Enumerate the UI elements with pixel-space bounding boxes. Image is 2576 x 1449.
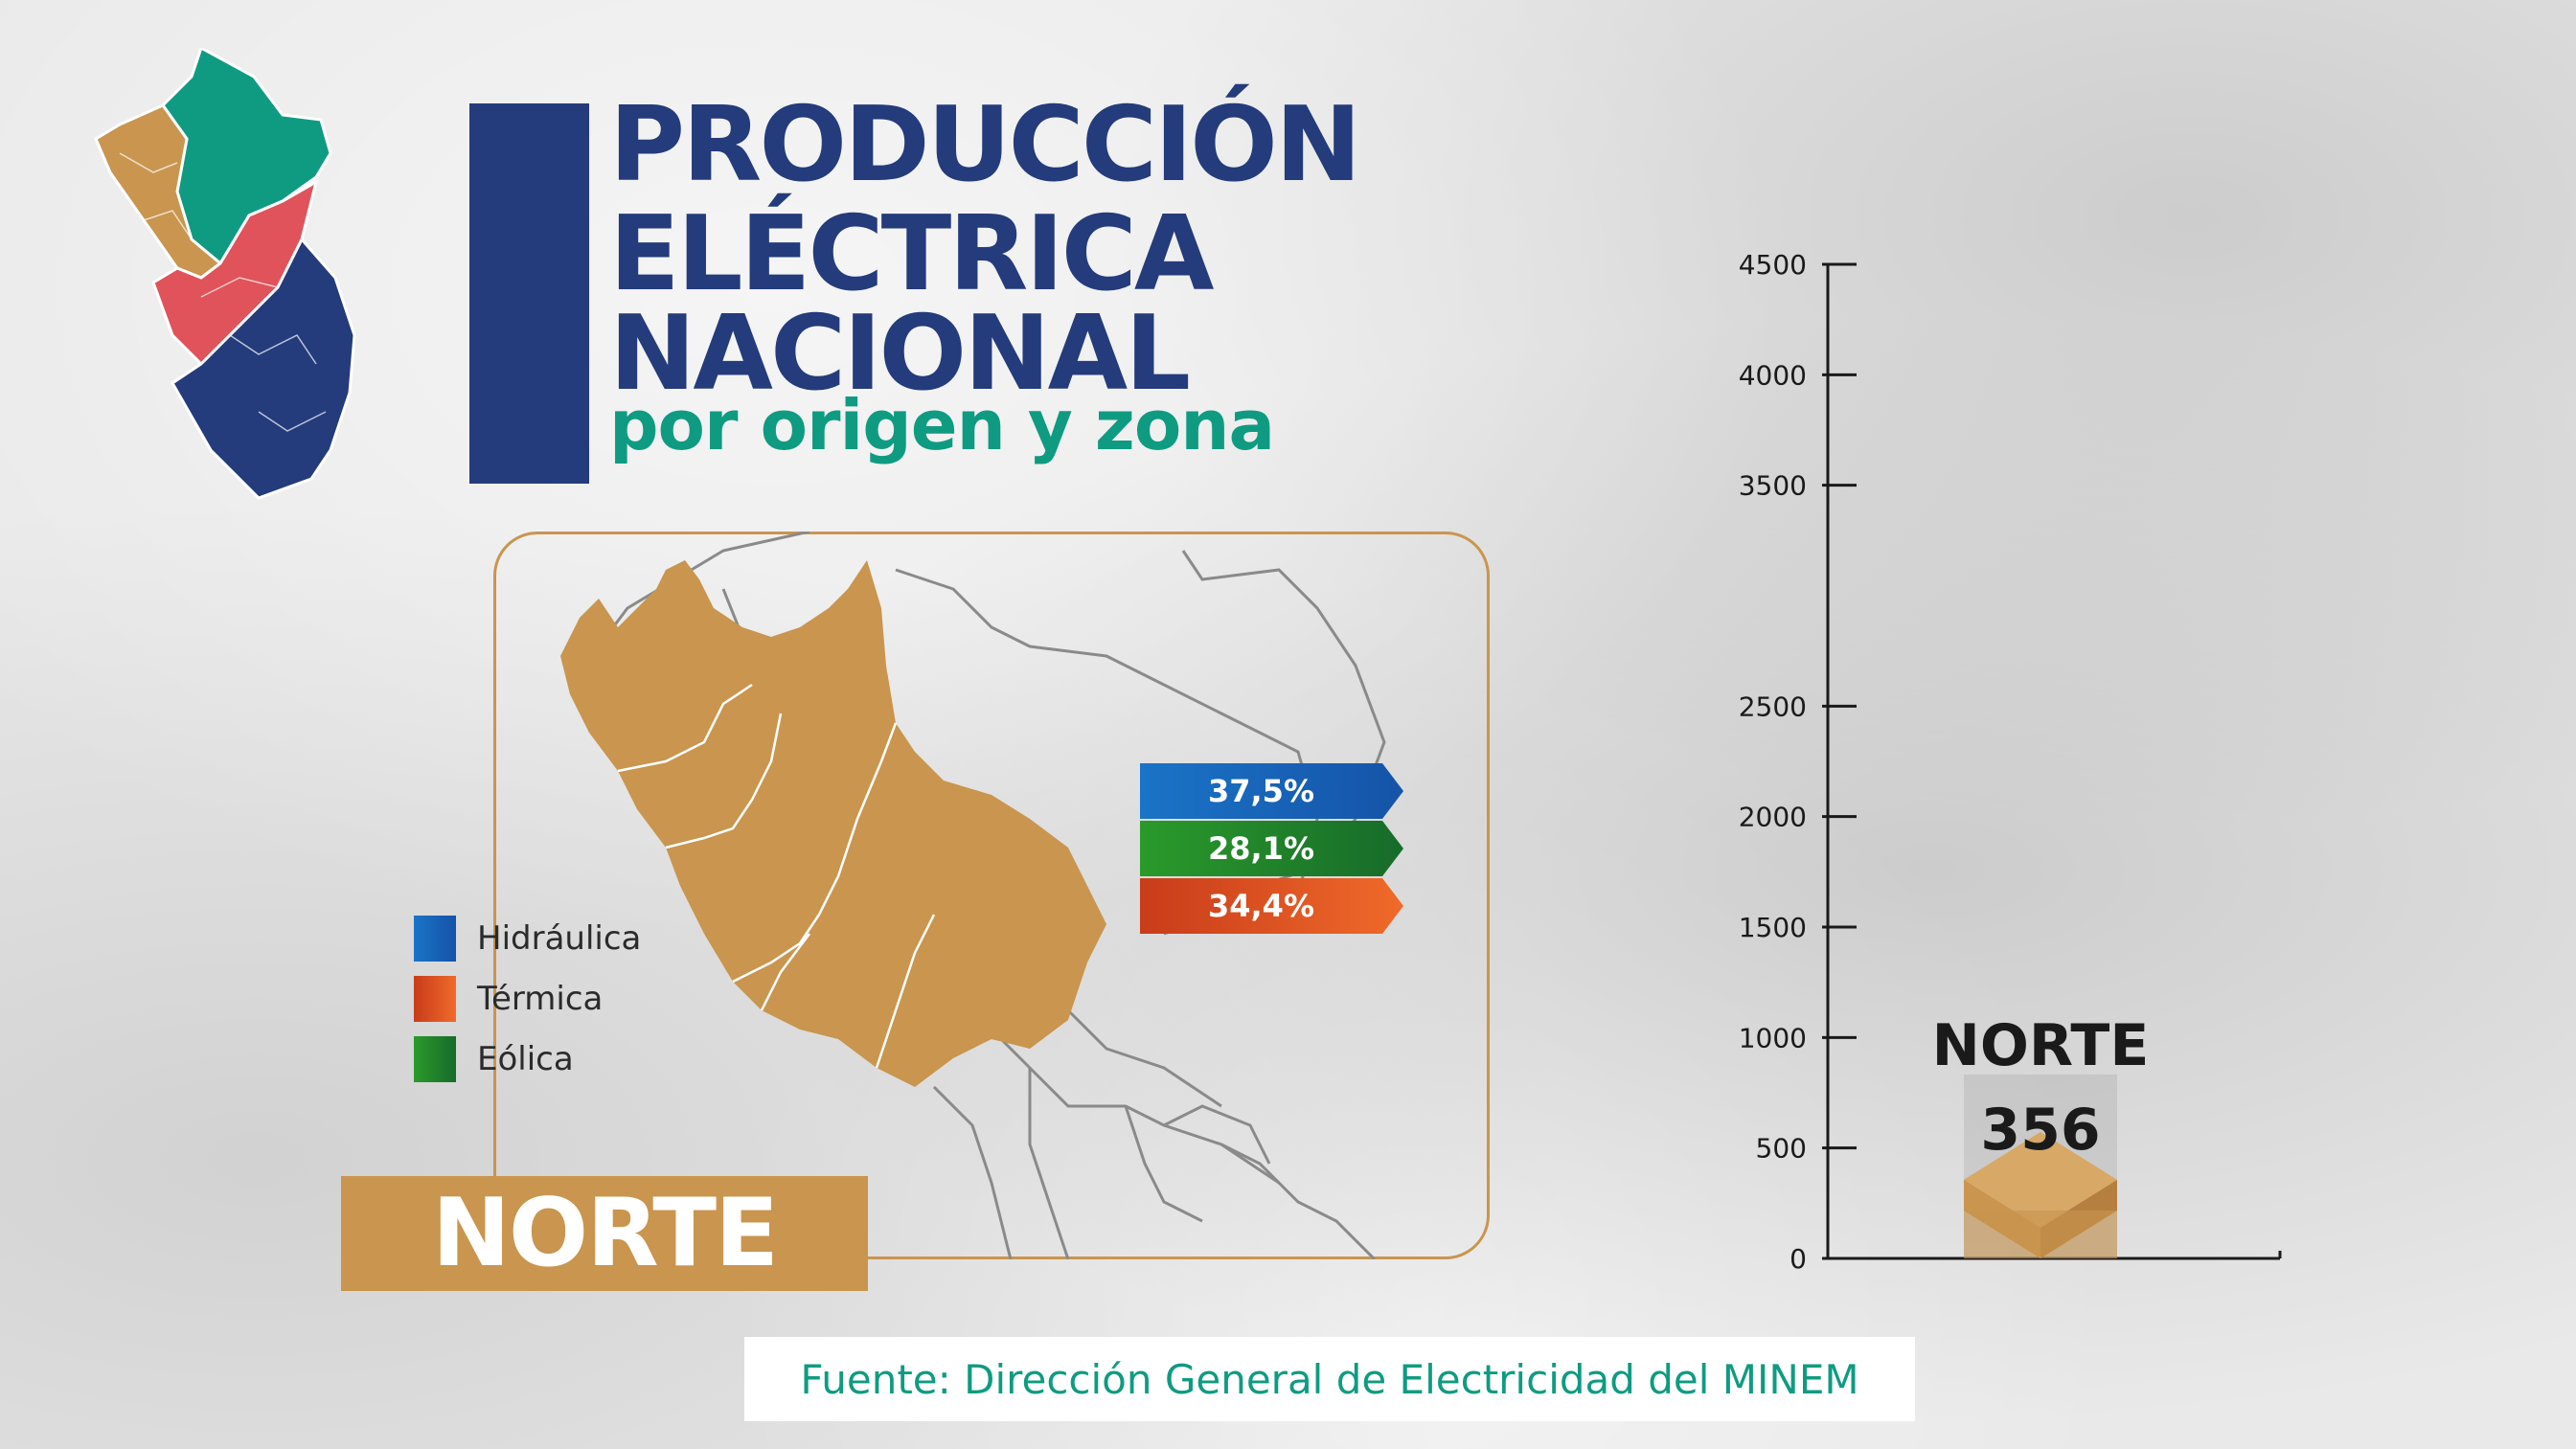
bar-category-label: NORTE xyxy=(1932,1012,2150,1079)
source-box: Fuente: Dirección General de Electricida… xyxy=(744,1337,1915,1421)
zone-label: NORTE xyxy=(431,1179,779,1288)
title-line-2: ELÉCTRICA xyxy=(609,194,1214,314)
y-tick-label: 2500 xyxy=(1739,691,1807,722)
y-tick-label: 2000 xyxy=(1739,802,1807,833)
legend-item-eolica: Eólica xyxy=(414,1035,574,1083)
y-tick-label: 4000 xyxy=(1739,359,1807,391)
title-accent-bar xyxy=(469,103,589,484)
production-bar-chart: 0 500 1000 1500 2000 2500 3500 4000 4500 NORTE 356… xyxy=(1739,249,2282,1275)
y-tick-label: 1000 xyxy=(1739,1022,1807,1053)
legend-swatch-termica xyxy=(414,976,456,1022)
region-panel-border xyxy=(493,532,1490,1259)
legend-item-hidraulica: Hidráulica xyxy=(414,915,641,962)
bar-value-label: 356 xyxy=(1980,1097,2100,1164)
title-line-1: PRODUCCIÓN xyxy=(609,85,1361,205)
y-tick-label: 500 xyxy=(1756,1133,1807,1165)
zone-label-box: NORTE xyxy=(341,1176,868,1291)
peru-zones-map xyxy=(94,48,356,500)
percent-hidraulica: 37,5% xyxy=(1140,763,1403,819)
legend-label-termica: Térmica xyxy=(477,980,604,1018)
legend-swatch-eolica xyxy=(414,1036,456,1082)
y-tick-label: 3500 xyxy=(1739,470,1807,502)
title-line-3: NACIONAL xyxy=(609,294,1191,414)
source-text: Fuente: Dirección General de Electricida… xyxy=(800,1355,1859,1403)
bar-base xyxy=(1964,1211,2117,1258)
legend-label-eolica: Eólica xyxy=(477,1040,574,1078)
percent-eolica: 28,1% xyxy=(1140,821,1403,876)
legend-item-termica: Térmica xyxy=(414,975,603,1023)
legend-swatch-hidraulica xyxy=(414,916,456,962)
y-tick-label: 0 xyxy=(1790,1243,1807,1275)
percent-termica: 34,4% xyxy=(1140,878,1403,934)
subtitle: por origen y zona xyxy=(609,385,1275,465)
y-tick-label: 1500 xyxy=(1739,912,1807,943)
north-region-shape xyxy=(560,560,1106,1087)
y-tick-label: 4500 xyxy=(1739,249,1807,281)
legend-label-hidraulica: Hidráulica xyxy=(477,919,642,958)
